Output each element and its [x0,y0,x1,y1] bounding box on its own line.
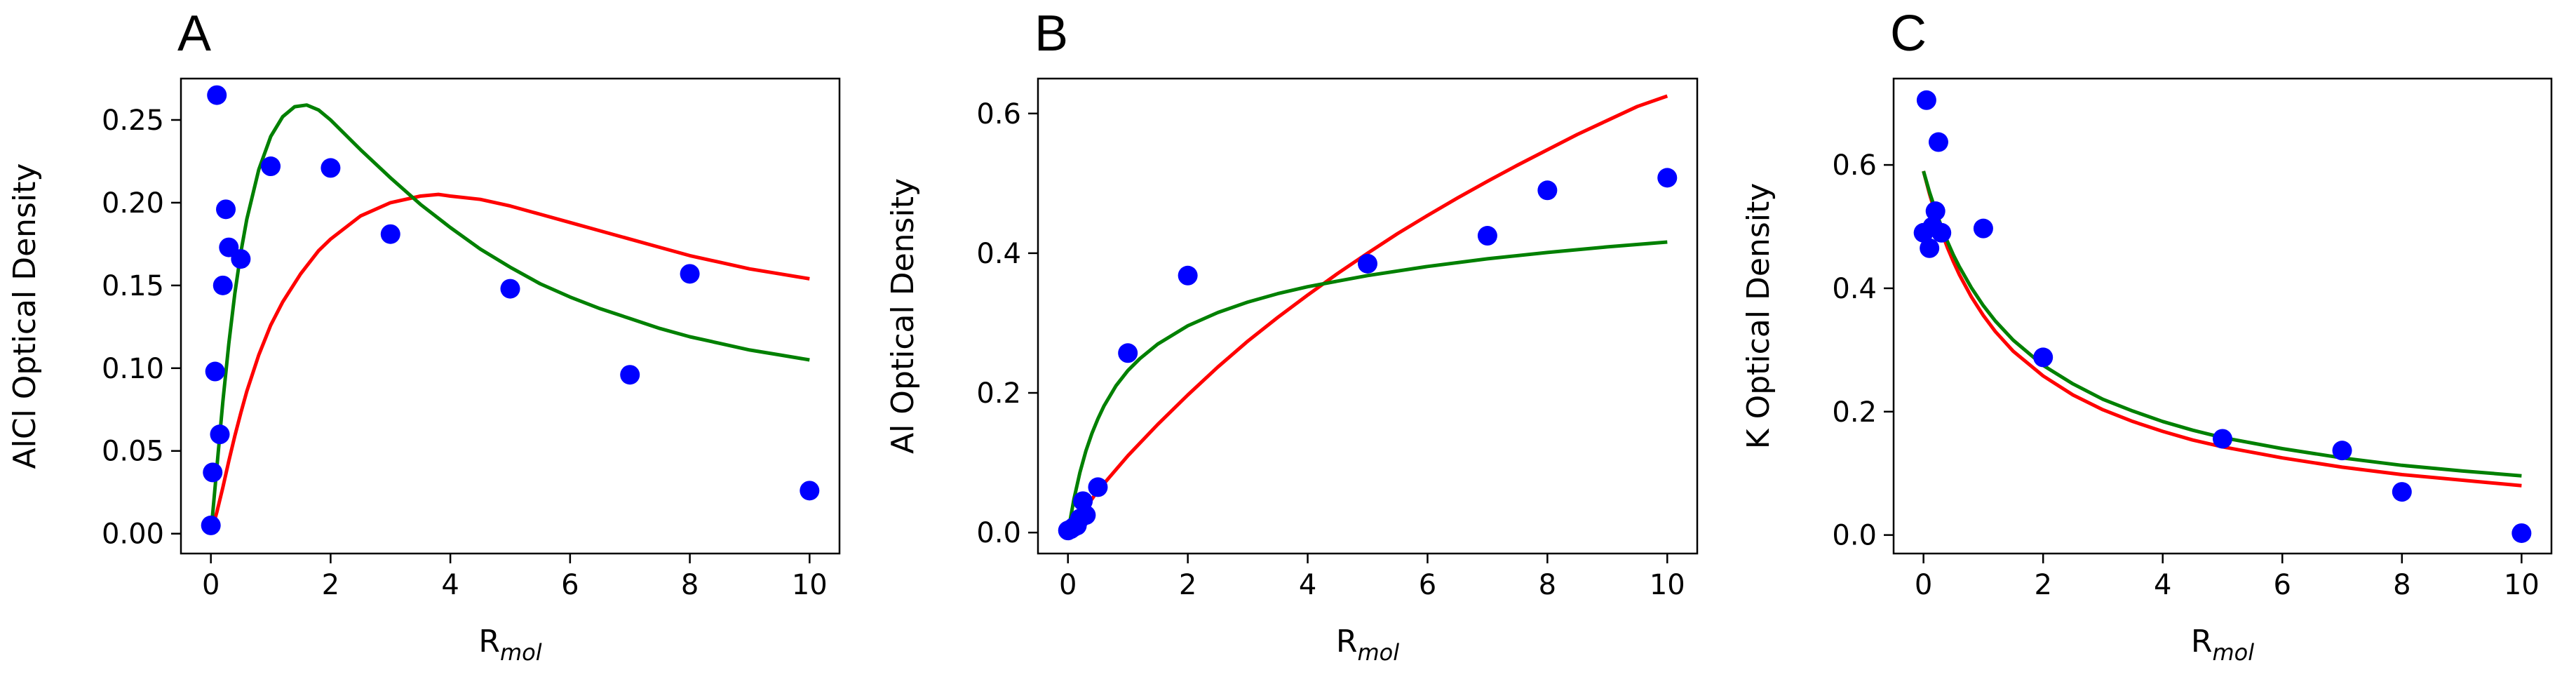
data-point-x0-25-y0-196 [216,199,236,220]
fit-curve-green [1066,240,1668,533]
x-tick-label-6: 6 [2274,569,2291,601]
data-point-x0-03-y0-037 [203,462,223,483]
plot-area [1913,90,2532,543]
x-tick-label-4: 4 [2154,569,2171,601]
x-axis-label: Rmol [2191,624,2254,666]
fit-curve-red [1922,170,2522,488]
x-axis-label-subscript: mol [2212,639,2254,666]
y-tick-label-0-05: 0.05 [102,436,164,468]
y-tick-label-0-2: 0.20 [102,187,164,220]
panel-label: C [1890,6,1927,62]
data-point-x2-y0-368 [1178,265,1198,286]
y-tick-label-0-2: 0.2 [1832,396,1877,429]
x-axis-label-main: R [1336,624,1358,659]
data-point-x1-y0-257 [1118,343,1138,363]
data-point-x5-y0-148 [500,279,520,299]
x-tick-label-2: 2 [2034,569,2051,601]
data-point-x3-y0-181 [380,224,400,244]
x-axis-label: Rmol [478,624,541,666]
y-tick-label-0-25: 0.25 [102,105,164,137]
fit-curve-red [209,192,810,535]
data-point-x0-05-y0-705 [1916,90,1936,110]
x-axis-label-main: R [478,624,500,659]
y-tick-label-0-1: 0.10 [102,353,164,385]
data-point-x7-y0-137 [2332,441,2352,461]
data-point-x0-3-y0-025 [1076,505,1096,525]
data-point-x8-y0-07 [2392,482,2412,502]
y-tick-label-0: 0.0 [976,517,1021,549]
data-point-x1-y0-497 [1973,218,1993,239]
chart-panel-c: C 0 2 4 6 8 10 0.0 0.2 0.4 0.6 Rmol K Optical Densit… [1741,6,2553,666]
data-point-x0-1-y0-465 [1920,238,1940,258]
x-tick-label-6: 6 [1419,569,1436,601]
data-point-x8-y0-157 [680,264,700,284]
plot-area [201,85,820,535]
panel-label: B [1034,6,1068,62]
x-tick-label-8: 8 [1539,569,1556,601]
data-point-x10-y0-026 [800,481,820,501]
data-point-x0-2-y0-15 [213,275,233,295]
data-point-x2-y0-221 [321,158,341,178]
axes-frame [1037,77,1699,555]
fit-curve-red [1066,94,1668,534]
data-point-x0-3-y0-49 [1931,222,1952,243]
axes-frame [1892,77,2553,555]
y-tick-label-0-15: 0.15 [102,270,164,302]
y-tick-label-0-6: 0.6 [1832,149,1877,182]
x-tick-label-10: 10 [1650,569,1685,601]
plot-area [1058,94,1678,541]
data-point-x0-15-y0-06 [210,424,230,445]
x-tick-label-10: 10 [2504,569,2540,601]
axes-frame [180,77,841,555]
data-point-x0-1-y0-265 [207,85,227,105]
x-axis-label-subscript: mol [500,639,542,666]
x-tick-label-0: 0 [1059,569,1077,601]
x-tick-label-2: 2 [1179,569,1196,601]
x-tick-label-0: 0 [202,569,220,601]
x-tick-label-8: 8 [2393,569,2410,601]
y-tick-label-0-6: 0.6 [976,98,1021,130]
data-point-x5-y0-385 [1358,253,1377,274]
x-tick-label-2: 2 [322,569,339,601]
x-axis-label: Rmol [1336,624,1399,666]
x-axis-label-subscript: mol [1357,639,1399,666]
data-point-x1-y0-222 [261,156,281,177]
data-point-x7-y0-096 [620,365,640,385]
y-tick-label-0-2: 0.2 [976,377,1021,410]
data-point-x0-25-y0-637 [1928,132,1948,152]
data-point-x5-y0-156 [2213,429,2232,449]
x-tick-label-4: 4 [1299,569,1316,601]
x-tick-label-6: 6 [561,569,579,601]
chart-panel-a: A 0 2 4 6 8 10 0.00 0.05 0.10 0.15 0.20 0.25 Rmol AlCl… [7,6,841,666]
y-axis-label: AlCl Optical Density [7,163,43,469]
y-axis-label: K Optical Density [1741,183,1776,450]
x-tick-label-10: 10 [792,569,828,601]
y-tick-label-0-4: 0.4 [1832,273,1877,305]
data-point-x10-y0-003 [2511,523,2532,543]
y-tick-label-0: 0.0 [1832,520,1877,552]
y-axis-label: Al Optical Density [885,178,921,454]
chart-panel-b: B 0 2 4 6 8 10 0.0 0.2 0.4 0.6 Rmol Al Optical Densi… [885,6,1699,666]
x-tick-label-8: 8 [681,569,699,601]
data-point-x0-5-y0-065 [1088,477,1108,497]
panel-label: A [177,6,211,62]
data-point-x2-y0-288 [2033,347,2054,368]
data-point-x0-y0-005 [201,515,221,535]
data-point-x0-5-y0-166 [231,249,251,269]
y-tick-label-0: 0.00 [102,518,164,551]
data-point-x10-y0-508 [1657,168,1678,188]
x-tick-label-4: 4 [441,569,459,601]
data-point-x7-y0-425 [1477,226,1497,246]
data-point-x0-07-y0-098 [205,361,225,382]
data-point-x0-2-y0-525 [1925,201,1946,222]
fit-curve-green [209,103,810,534]
x-tick-label-0: 0 [1915,569,1932,601]
x-axis-label-main: R [2191,624,2213,659]
data-point-x8-y0-49 [1537,180,1558,201]
y-tick-label-0-4: 0.4 [976,238,1021,270]
